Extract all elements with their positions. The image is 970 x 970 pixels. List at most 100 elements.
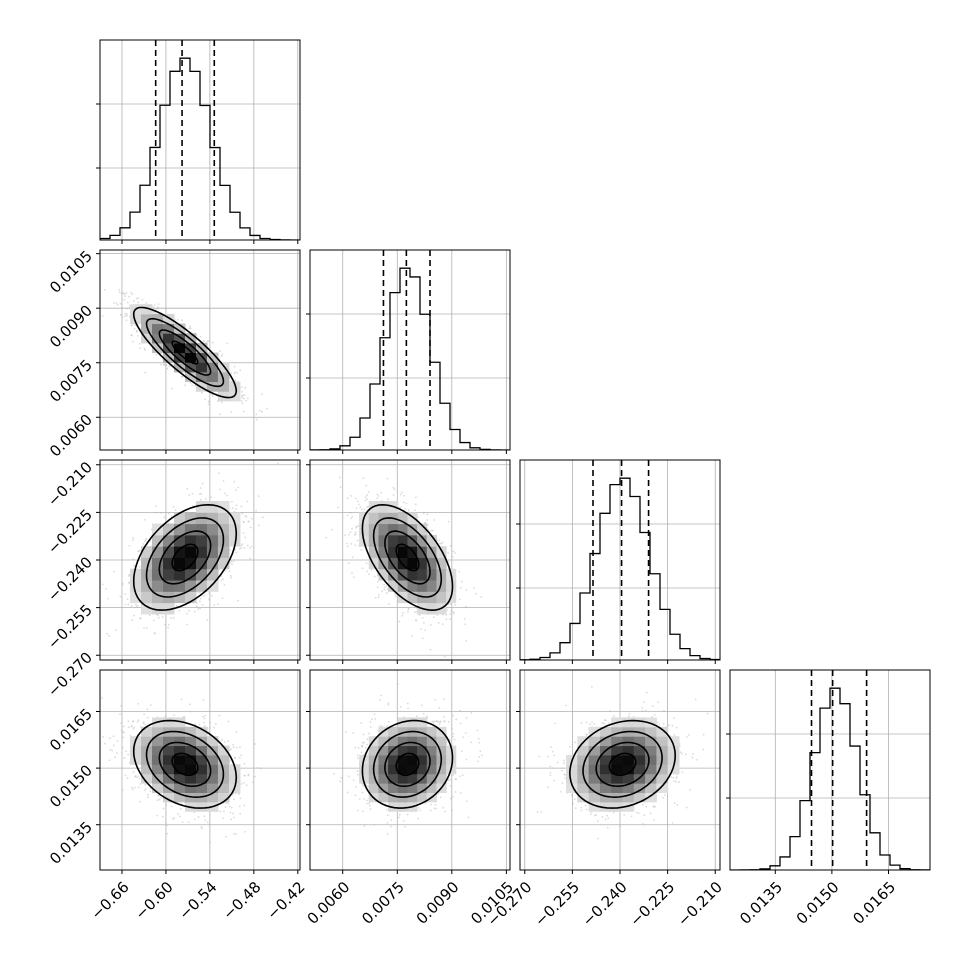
- sample-point: [414, 503, 417, 506]
- sample-point: [407, 509, 410, 511]
- sample-point: [186, 487, 189, 490]
- sample-point: [350, 494, 352, 497]
- sample-point: [376, 497, 378, 500]
- histogram-panel-1: [306, 249, 511, 454]
- sample-point: [123, 293, 126, 295]
- sample-point: [126, 301, 129, 304]
- sample-point: [249, 547, 251, 549]
- sample-point: [380, 492, 383, 494]
- sample-point: [201, 604, 204, 606]
- sample-point: [447, 552, 450, 554]
- sample-point: [349, 511, 352, 514]
- sample-point: [235, 508, 237, 511]
- sample-point: [240, 400, 243, 402]
- density-cell: [359, 523, 370, 536]
- density-cell: [417, 546, 428, 558]
- sample-point: [230, 411, 233, 413]
- sample-point: [364, 499, 367, 502]
- sample-point: [207, 400, 210, 403]
- sample-point: [188, 494, 191, 496]
- sample-point: [450, 610, 453, 613]
- sample-point: [377, 596, 380, 599]
- sample-point: [465, 640, 468, 642]
- contour-level-1: [158, 329, 212, 376]
- contour-level-3: [132, 306, 238, 399]
- contour-level-2: [372, 517, 443, 598]
- sample-point: [187, 609, 190, 612]
- sample-point: [172, 505, 175, 508]
- sample-point: [233, 480, 236, 483]
- sample-point: [133, 614, 136, 617]
- contour-level-2: [145, 317, 225, 388]
- sample-point: [351, 515, 354, 518]
- sample-point: [454, 552, 457, 554]
- sample-point: [142, 543, 145, 545]
- sample-point: [446, 606, 449, 609]
- sample-point: [133, 564, 135, 567]
- density-cell: [184, 580, 197, 592]
- sample-point: [219, 413, 221, 416]
- density-cell: [163, 546, 175, 558]
- sample-point: [331, 528, 334, 531]
- sample-point: [143, 627, 145, 630]
- sample-point: [355, 525, 358, 528]
- sample-point: [437, 622, 440, 624]
- density-cell: [426, 546, 437, 558]
- sample-point: [377, 495, 380, 497]
- density-cell: [426, 580, 437, 592]
- sample-point: [338, 476, 341, 479]
- sample-point: [108, 759, 111, 762]
- sample-point: [126, 307, 128, 310]
- sample-point: [208, 592, 211, 595]
- sample-point: [242, 410, 245, 413]
- sample-point: [394, 595, 397, 598]
- sample-point: [105, 588, 107, 590]
- sample-point: [136, 604, 139, 607]
- sample-point: [354, 544, 357, 547]
- sample-point: [115, 302, 118, 304]
- sample-point: [211, 393, 214, 396]
- sample-point: [243, 546, 246, 549]
- scatter-panel-1-0: [96, 249, 301, 454]
- sample-point: [250, 545, 253, 548]
- sample-point: [421, 617, 424, 619]
- density-cell: [217, 500, 230, 513]
- sample-point: [232, 560, 235, 563]
- sample-point: [383, 583, 386, 586]
- sample-point: [127, 726, 130, 729]
- sample-point: [115, 752, 118, 754]
- sample-point: [443, 655, 446, 658]
- sample-point: [473, 587, 475, 589]
- sample-point: [113, 570, 116, 573]
- sample-point: [123, 298, 126, 301]
- sample-point: [135, 297, 138, 300]
- sample-point: [246, 544, 249, 547]
- contour-level-0: [395, 543, 420, 572]
- sample-point: [217, 603, 220, 606]
- sample-point: [139, 347, 142, 350]
- sample-point: [119, 302, 122, 305]
- sample-point: [116, 740, 119, 742]
- sample-point: [355, 507, 358, 510]
- sample-point: [118, 288, 120, 291]
- sample-point: [221, 597, 224, 599]
- sample-point: [458, 598, 461, 601]
- sample-point: [160, 363, 162, 366]
- sample-point: [346, 497, 349, 499]
- density-cell: [388, 580, 399, 592]
- sample-point: [447, 520, 450, 523]
- sample-point: [257, 495, 260, 497]
- sample-point: [161, 815, 164, 818]
- density-cell: [163, 557, 175, 570]
- density-cell: [184, 557, 197, 570]
- sample-point: [121, 583, 124, 585]
- sample-point: [337, 506, 340, 509]
- sample-point: [143, 518, 146, 521]
- density-cell: [206, 512, 219, 525]
- density-cell: [152, 546, 164, 558]
- sample-point: [193, 610, 196, 613]
- sample-point: [103, 288, 106, 291]
- sample-point: [350, 517, 353, 520]
- sample-point: [257, 524, 260, 527]
- sample-point: [141, 298, 144, 301]
